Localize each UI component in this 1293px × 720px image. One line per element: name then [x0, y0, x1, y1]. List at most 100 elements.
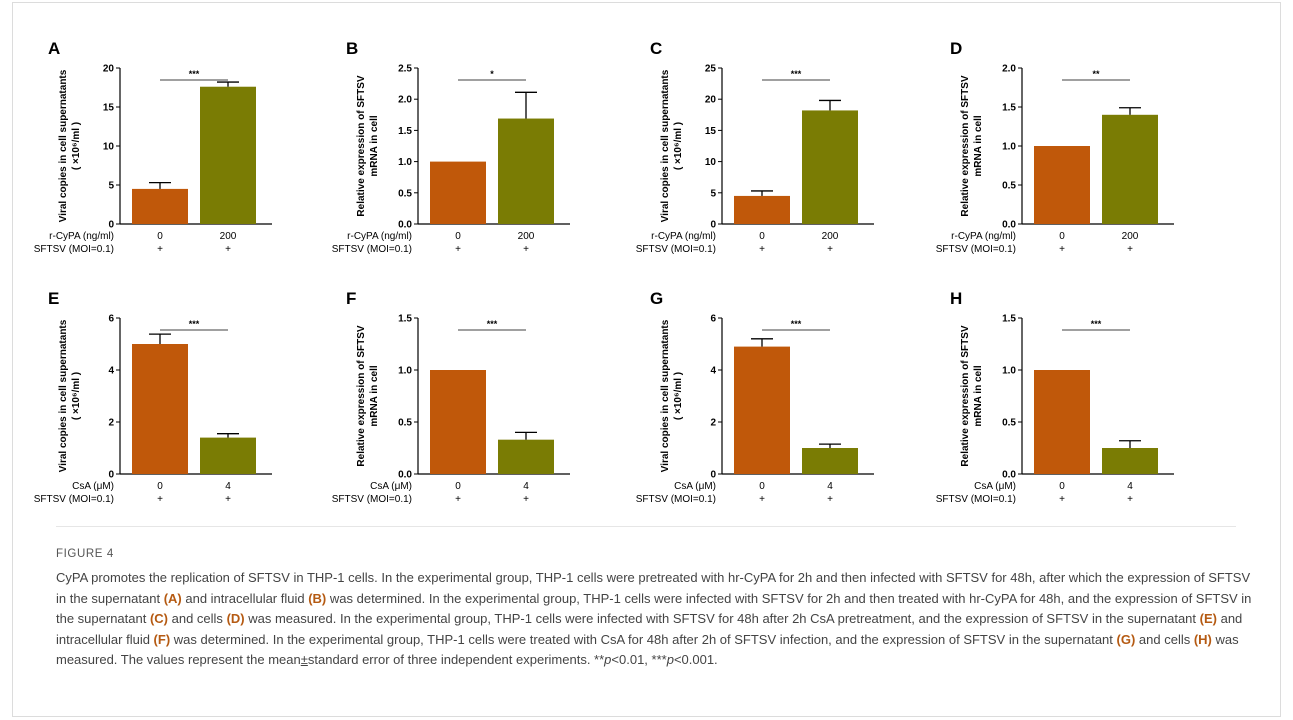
- caption-segment: <0.001.: [673, 652, 718, 667]
- y-axis-label: Viral copies in cell supernatants( ×10⁶/…: [58, 319, 82, 472]
- y-tick-label: 0.5: [398, 188, 412, 199]
- bar: [802, 448, 858, 474]
- y-axis-label-line: ( ×10⁶/ml ): [71, 122, 82, 170]
- treatment-label: r-CyPA (ng/ml): [951, 231, 1016, 242]
- chart-panel-e: E Viral copies in cell supernatants( ×10⁶…: [34, 289, 272, 505]
- y-tick-label: 20: [705, 95, 717, 106]
- y-axis-label: Viral copies in cell supernatants( ×10⁶/…: [660, 319, 684, 472]
- y-tick-label: 6: [710, 314, 716, 325]
- y-axis-label: Viral copies in cell supernatants( ×10⁶/…: [660, 69, 684, 222]
- y-tick-label: 10: [705, 157, 717, 168]
- y-axis-label-line: ( ×10⁶/ml ): [673, 122, 684, 170]
- y-tick-label: 2: [108, 418, 114, 429]
- infection-value: +: [157, 244, 163, 255]
- y-tick-label: 1.5: [1002, 314, 1016, 325]
- infection-value: +: [759, 244, 765, 255]
- bar: [200, 437, 256, 474]
- caption-panel-ref: (D): [226, 611, 245, 626]
- treatment-label: CsA (μM): [72, 481, 114, 492]
- significance-label: ***: [1091, 319, 1102, 329]
- chart-panel-b: B Relative expression of SFTSV mRNA in cel…: [332, 39, 570, 255]
- y-axis-label-line: Viral copies in cell supernatants: [660, 319, 671, 472]
- y-axis-label: Relative expression of SFTSV mRNA in cell: [356, 325, 380, 466]
- y-tick-label: 4: [108, 366, 114, 377]
- treatment-value: 0: [759, 231, 765, 242]
- caption-panel-ref: (B): [308, 590, 327, 606]
- y-tick-label: 2.5: [398, 64, 412, 75]
- y-tick-label: 1.5: [1002, 103, 1016, 114]
- caption-segment: was determined. In the experimental grou…: [170, 631, 1117, 647]
- infection-label: SFTSV (MOI=0.1): [936, 494, 1016, 505]
- y-tick-label: 1.0: [398, 157, 412, 168]
- significance-label: *: [490, 69, 494, 79]
- y-tick-label: 5: [710, 188, 716, 199]
- figure-label: FIGURE 4: [56, 548, 114, 560]
- treatment-value: 200: [1122, 231, 1139, 242]
- panel-letter: H: [950, 289, 962, 308]
- treatment-label: CsA (μM): [674, 481, 716, 492]
- treatment-value: 0: [455, 481, 461, 492]
- y-tick-label: 1.5: [398, 314, 412, 325]
- y-tick-label: 15: [103, 103, 115, 114]
- caption-panel-ref: (G): [1116, 631, 1136, 647]
- caption-panel-ref: (F): [153, 631, 171, 647]
- caption-divider: [56, 526, 1236, 527]
- y-tick-label: 25: [705, 64, 717, 75]
- chart-panel-a: A Viral copies in cell supernatants( ×10⁶…: [34, 39, 272, 255]
- y-axis-label-line: Relative expression of SFTSV: [960, 75, 971, 216]
- caption-panel-ref: (E): [1199, 611, 1217, 626]
- caption-segment: and intracellular fluid: [56, 611, 1243, 647]
- infection-label: SFTSV (MOI=0.1): [332, 494, 412, 505]
- y-tick-label: 2.0: [1002, 64, 1016, 75]
- caption-segment: and cells: [1135, 631, 1194, 647]
- caption-segment: was measured. In the experimental group,…: [244, 611, 1200, 626]
- y-axis-label-line: mRNA in cell: [973, 115, 984, 177]
- y-tick-label: 0.0: [398, 220, 412, 231]
- chart-panel-d: D Relative expression of SFTSV mRNA in cel…: [936, 39, 1174, 255]
- y-axis-label-line: Relative expression of SFTSV: [960, 325, 971, 466]
- significance-label: ***: [189, 319, 200, 329]
- y-tick-label: 0.0: [398, 470, 412, 481]
- caption-panel-ref: (A): [163, 590, 182, 606]
- bar: [430, 161, 486, 224]
- treatment-value: 4: [827, 481, 833, 492]
- significance-label: ***: [189, 69, 200, 79]
- y-axis-label-line: mRNA in cell: [973, 365, 984, 427]
- bar: [132, 188, 188, 224]
- y-axis-label-line: Viral copies in cell supernatants: [660, 69, 671, 222]
- caption-segment: and intracellular fluid: [181, 590, 309, 606]
- infection-label: SFTSV (MOI=0.1): [34, 494, 114, 505]
- panel-letter: A: [48, 39, 60, 58]
- infection-label: SFTSV (MOI=0.1): [332, 244, 412, 255]
- y-axis-label: Relative expression of SFTSV mRNA in cell: [960, 325, 984, 466]
- treatment-value: 0: [455, 231, 461, 242]
- caption-segment: was determined. In the experimental grou…: [56, 590, 1252, 627]
- caption-text: CyPA promotes the replication of SFTSV i…: [56, 568, 1256, 671]
- treatment-value: 0: [1059, 481, 1065, 492]
- bar: [498, 439, 554, 474]
- y-axis-label: Relative expression of SFTSV mRNA in cell: [960, 75, 984, 216]
- significance-label: **: [1092, 69, 1100, 79]
- treatment-value: 4: [1127, 481, 1133, 492]
- caption-segment: was measured. The values represent the m…: [56, 631, 1239, 668]
- infection-value: +: [523, 494, 529, 505]
- infection-value: +: [827, 244, 833, 255]
- y-axis-label: Viral copies in cell supernatants( ×10⁶/…: [58, 69, 82, 222]
- panel-letter: G: [650, 289, 663, 308]
- y-tick-label: 4: [710, 366, 716, 377]
- chart-panel-g: G Viral copies in cell supernatants( ×10⁶…: [636, 289, 874, 505]
- treatment-value: 0: [157, 481, 163, 492]
- plus-minus-symbol: ±: [300, 652, 308, 667]
- bar: [734, 195, 790, 224]
- treatment-value: 200: [220, 231, 237, 242]
- panel-letter: F: [346, 289, 356, 308]
- infection-value: +: [1059, 494, 1065, 505]
- treatment-label: r-CyPA (ng/ml): [347, 231, 412, 242]
- treatment-value: 0: [157, 231, 163, 242]
- significance-label: ***: [791, 69, 802, 79]
- treatment-label: r-CyPA (ng/ml): [651, 231, 716, 242]
- y-axis-label-line: Viral copies in cell supernatants: [58, 319, 69, 472]
- y-axis-label-line: ( ×10⁶/ml ): [71, 372, 82, 420]
